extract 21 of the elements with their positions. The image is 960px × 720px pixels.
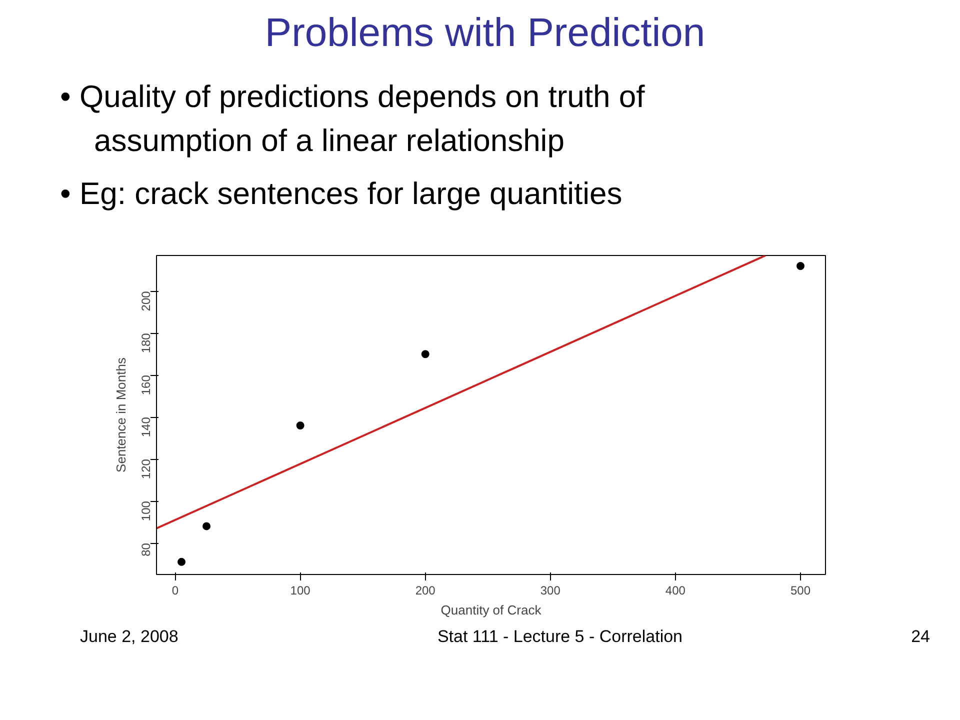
y-tick-label: 80 (139, 542, 153, 556)
x-tick-label: 0 (172, 584, 179, 598)
x-tick-label: 500 (790, 584, 811, 598)
x-tick-label: 300 (540, 584, 561, 598)
text: 24 (911, 626, 930, 648)
y-tick-label: 180 (139, 332, 153, 354)
y-tick-label: 140 (139, 416, 153, 438)
x-tick-label: 200 (415, 584, 436, 598)
y-tick-label: 160 (139, 374, 153, 396)
y-axis-title: Sentence in Months (114, 357, 128, 472)
text: • Eg: crack sentences for large quantities (60, 174, 624, 213)
text: June 2, 2008 (80, 626, 178, 648)
x-tick-label: 400 (665, 584, 686, 598)
chart-title: Problems with Prediction (264, 10, 706, 57)
y-tick-label: 120 (139, 458, 153, 480)
y-tick-label: 200 (139, 290, 153, 312)
x-tick-label: 100 (290, 584, 311, 598)
y-tick-label: 100 (139, 500, 153, 522)
text: Stat 111 - Lecture 5 - Correlation (437, 626, 683, 648)
text: • Quality of predictions depends on truth of assumption of a linear relationship (60, 78, 646, 160)
x-axis-title: Quantity of Crack (440, 602, 542, 618)
